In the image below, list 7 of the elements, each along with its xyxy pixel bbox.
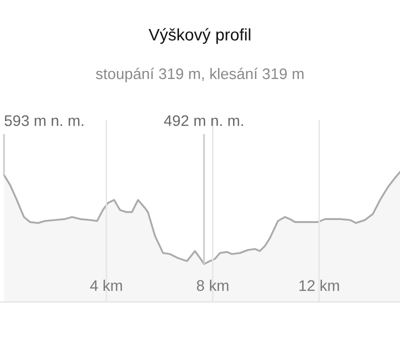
chart-title: Výškový profil [148,28,250,44]
x-tick-label: 12 km [300,280,339,291]
chart-subtitle: stoupání 319 m, klesání 319 m [96,68,304,82]
annotation: 593 m n. m. [4,115,84,126]
x-tick-label: 8 km [196,280,228,291]
annotation: 492 m n. m. [164,115,243,126]
x-tick-label: 4 km [90,280,122,291]
